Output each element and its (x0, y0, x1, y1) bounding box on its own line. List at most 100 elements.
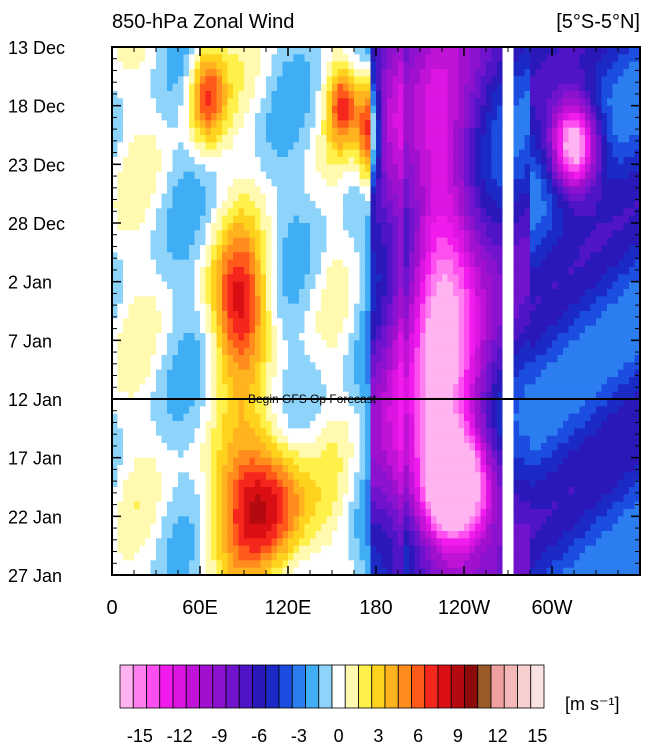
heatmap-cell (442, 157, 449, 165)
heatmap-cell (447, 296, 454, 305)
heatmap-cell (607, 399, 614, 407)
heatmap-cell (348, 391, 355, 400)
heatmap-cell (260, 296, 267, 305)
heatmap-cell (189, 245, 196, 253)
heatmap-cell (315, 369, 322, 378)
heatmap-cell (365, 289, 372, 297)
heatmap-cell (381, 120, 388, 129)
heatmap-cell (337, 69, 344, 77)
heatmap-cell (453, 113, 460, 121)
heatmap-cell (282, 83, 289, 92)
heatmap-cell (233, 105, 240, 114)
heatmap-cell (601, 179, 608, 187)
heatmap-cell (244, 274, 251, 283)
heatmap-cell (271, 142, 278, 151)
heatmap-cell (497, 98, 504, 107)
heatmap-cell (480, 318, 487, 327)
heatmap-cell (623, 406, 630, 415)
heatmap-cell (150, 142, 157, 151)
heatmap-cell (535, 208, 542, 217)
heatmap-cell (134, 164, 141, 173)
heatmap-cell (618, 325, 625, 334)
heatmap-cell (359, 355, 366, 363)
heatmap-cell (194, 83, 201, 92)
heatmap-cell (200, 259, 207, 268)
heatmap-cell (519, 303, 526, 312)
heatmap-cell (134, 325, 141, 334)
heatmap-cell (508, 267, 515, 275)
heatmap-cell (524, 303, 531, 312)
heatmap-cell (480, 230, 487, 239)
heatmap-cell (530, 245, 537, 253)
heatmap-cell (145, 281, 152, 290)
heatmap-cell (425, 369, 432, 378)
heatmap-cell (585, 355, 592, 363)
heatmap-cell (348, 215, 355, 224)
heatmap-cell (524, 245, 531, 253)
heatmap-cell (348, 296, 355, 305)
heatmap-cell (222, 259, 229, 268)
heatmap-cell (326, 281, 333, 290)
heatmap-cell (134, 230, 141, 239)
heatmap-cell (601, 347, 608, 356)
heatmap-cell (486, 186, 493, 195)
heatmap-cell (414, 289, 421, 297)
heatmap-cell (431, 98, 438, 107)
heatmap-cell (282, 369, 289, 378)
heatmap-cell (464, 76, 471, 85)
heatmap-cell (123, 105, 130, 114)
heatmap-cell (491, 399, 498, 407)
heatmap-cell (178, 245, 185, 253)
heatmap-cell (623, 171, 630, 180)
heatmap-cell (222, 91, 229, 99)
heatmap-cell (332, 369, 339, 378)
heatmap-cell (403, 311, 410, 319)
heatmap-cell (178, 347, 185, 356)
heatmap-cell (453, 149, 460, 158)
heatmap-cell (117, 47, 124, 55)
heatmap-cell (596, 230, 603, 239)
heatmap-cell (475, 120, 482, 129)
heatmap-cell (167, 369, 174, 378)
heatmap-cell (123, 318, 130, 327)
heatmap-cell (579, 91, 586, 99)
heatmap-cell (607, 347, 614, 356)
heatmap-cell (183, 157, 190, 165)
heatmap-cell (156, 399, 163, 407)
heatmap-cell (189, 384, 196, 393)
heatmap-cell (189, 105, 196, 114)
heatmap-cell (475, 208, 482, 217)
heatmap-cell (486, 201, 493, 209)
heatmap-cell (249, 223, 256, 231)
heatmap-cell (200, 179, 207, 187)
heatmap-cell (486, 281, 493, 290)
heatmap-cell (332, 421, 339, 429)
heatmap-cell (156, 289, 163, 297)
heatmap-cell (354, 355, 361, 363)
heatmap-cell (161, 171, 168, 180)
heatmap-cell (321, 384, 328, 393)
heatmap-cell (189, 281, 196, 290)
heatmap-cell (134, 171, 141, 180)
heatmap-cell (271, 391, 278, 400)
heatmap-cell (486, 274, 493, 283)
heatmap-cell (310, 113, 317, 121)
heatmap-cell (134, 83, 141, 92)
heatmap-cell (123, 127, 130, 136)
heatmap-cell (370, 69, 377, 77)
heatmap-cell (392, 325, 399, 334)
heatmap-cell (623, 69, 630, 77)
heatmap-cell (530, 186, 537, 195)
heatmap-cell (288, 164, 295, 173)
heatmap-cell (398, 201, 405, 209)
heatmap-cell (491, 355, 498, 363)
heatmap-cell (150, 369, 157, 378)
heatmap-cell (629, 318, 636, 327)
heatmap-cell (590, 259, 597, 268)
heatmap-cell (194, 340, 201, 349)
heatmap-cell (524, 318, 531, 327)
heatmap-cell (491, 215, 498, 224)
heatmap-cell (139, 325, 146, 334)
heatmap-cell (227, 98, 234, 107)
heatmap-cell (117, 274, 124, 283)
